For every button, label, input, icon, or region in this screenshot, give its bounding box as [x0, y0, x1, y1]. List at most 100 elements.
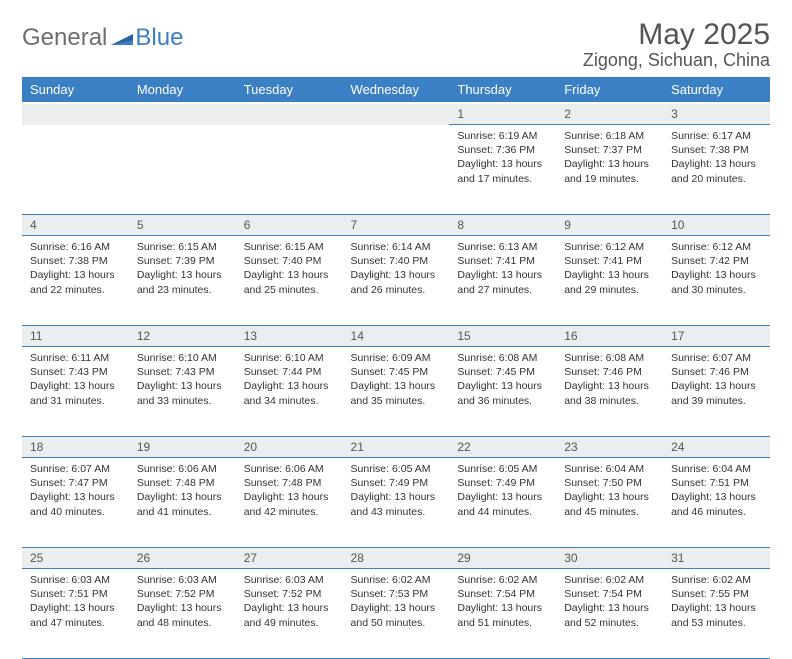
day-number-cell: 24	[663, 437, 770, 458]
day-number: 1	[449, 104, 556, 124]
day-number-cell: 5	[129, 215, 236, 236]
day-number: 27	[236, 548, 343, 568]
day-number-row: 45678910	[22, 215, 770, 236]
flag-icon	[111, 29, 133, 50]
day-number-cell: 6	[236, 215, 343, 236]
empty-cell	[343, 103, 450, 125]
day-data-cell: Sunrise: 6:04 AMSunset: 7:50 PMDaylight:…	[556, 458, 663, 548]
day-number: 24	[663, 437, 770, 457]
day-number: 25	[22, 548, 129, 568]
day-number: 21	[343, 437, 450, 457]
day-number-cell: 9	[556, 215, 663, 236]
day-number: 20	[236, 437, 343, 457]
day-number: 2	[556, 104, 663, 124]
empty-cell	[236, 103, 343, 125]
empty-cell	[22, 125, 129, 215]
day-number-cell: 4	[22, 215, 129, 236]
day-data-cell: Sunrise: 6:16 AMSunset: 7:38 PMDaylight:…	[22, 236, 129, 326]
day-details: Sunrise: 6:17 AMSunset: 7:38 PMDaylight:…	[663, 125, 770, 194]
day-number-cell: 10	[663, 215, 770, 236]
header: General Blue May 2025 Zigong, Sichuan, C…	[22, 18, 770, 71]
day-data-cell: Sunrise: 6:03 AMSunset: 7:52 PMDaylight:…	[236, 569, 343, 659]
day-number: 9	[556, 215, 663, 235]
day-number-row: 11121314151617	[22, 326, 770, 347]
day-number: 13	[236, 326, 343, 346]
day-details: Sunrise: 6:12 AMSunset: 7:42 PMDaylight:…	[663, 236, 770, 305]
day-number: 26	[129, 548, 236, 568]
day-number-cell: 3	[663, 103, 770, 125]
empty-cell	[236, 125, 343, 215]
day-data-row: Sunrise: 6:19 AMSunset: 7:36 PMDaylight:…	[22, 125, 770, 215]
day-number: 22	[449, 437, 556, 457]
day-data-cell: Sunrise: 6:08 AMSunset: 7:45 PMDaylight:…	[449, 347, 556, 437]
day-details: Sunrise: 6:15 AMSunset: 7:40 PMDaylight:…	[236, 236, 343, 305]
weekday-header: Tuesday	[236, 77, 343, 103]
day-details: Sunrise: 6:07 AMSunset: 7:46 PMDaylight:…	[663, 347, 770, 416]
day-data-cell: Sunrise: 6:19 AMSunset: 7:36 PMDaylight:…	[449, 125, 556, 215]
day-number-row: 123	[22, 103, 770, 125]
weekday-header: Wednesday	[343, 77, 450, 103]
day-number-cell: 11	[22, 326, 129, 347]
day-details: Sunrise: 6:15 AMSunset: 7:39 PMDaylight:…	[129, 236, 236, 305]
day-number: 8	[449, 215, 556, 235]
day-data-cell: Sunrise: 6:09 AMSunset: 7:45 PMDaylight:…	[343, 347, 450, 437]
day-number-cell: 22	[449, 437, 556, 458]
day-data-cell: Sunrise: 6:02 AMSunset: 7:53 PMDaylight:…	[343, 569, 450, 659]
location: Zigong, Sichuan, China	[583, 50, 770, 71]
day-number-cell: 13	[236, 326, 343, 347]
day-data-cell: Sunrise: 6:06 AMSunset: 7:48 PMDaylight:…	[236, 458, 343, 548]
day-number: 14	[343, 326, 450, 346]
day-number-cell: 14	[343, 326, 450, 347]
day-data-cell: Sunrise: 6:07 AMSunset: 7:47 PMDaylight:…	[22, 458, 129, 548]
day-data-cell: Sunrise: 6:14 AMSunset: 7:40 PMDaylight:…	[343, 236, 450, 326]
title-block: May 2025 Zigong, Sichuan, China	[583, 18, 770, 71]
day-number: 23	[556, 437, 663, 457]
day-details: Sunrise: 6:02 AMSunset: 7:54 PMDaylight:…	[449, 569, 556, 638]
day-details: Sunrise: 6:04 AMSunset: 7:50 PMDaylight:…	[556, 458, 663, 527]
day-data-cell: Sunrise: 6:06 AMSunset: 7:48 PMDaylight:…	[129, 458, 236, 548]
day-data-cell: Sunrise: 6:07 AMSunset: 7:46 PMDaylight:…	[663, 347, 770, 437]
month-title: May 2025	[583, 18, 770, 52]
day-data-cell: Sunrise: 6:02 AMSunset: 7:54 PMDaylight:…	[556, 569, 663, 659]
empty-cell	[22, 103, 129, 125]
day-data-cell: Sunrise: 6:12 AMSunset: 7:42 PMDaylight:…	[663, 236, 770, 326]
logo-text-blue: Blue	[135, 24, 183, 52]
day-number: 7	[343, 215, 450, 235]
day-number: 15	[449, 326, 556, 346]
day-data-cell: Sunrise: 6:11 AMSunset: 7:43 PMDaylight:…	[22, 347, 129, 437]
day-data-cell: Sunrise: 6:13 AMSunset: 7:41 PMDaylight:…	[449, 236, 556, 326]
day-number: 4	[22, 215, 129, 235]
day-details: Sunrise: 6:02 AMSunset: 7:54 PMDaylight:…	[556, 569, 663, 638]
day-details: Sunrise: 6:10 AMSunset: 7:43 PMDaylight:…	[129, 347, 236, 416]
day-number: 5	[129, 215, 236, 235]
day-number-cell: 20	[236, 437, 343, 458]
day-number-cell: 15	[449, 326, 556, 347]
day-number: 11	[22, 326, 129, 346]
day-details: Sunrise: 6:04 AMSunset: 7:51 PMDaylight:…	[663, 458, 770, 527]
day-number-row: 18192021222324	[22, 437, 770, 458]
empty-cell	[129, 125, 236, 215]
day-details: Sunrise: 6:08 AMSunset: 7:46 PMDaylight:…	[556, 347, 663, 416]
day-details: Sunrise: 6:18 AMSunset: 7:37 PMDaylight:…	[556, 125, 663, 194]
day-details: Sunrise: 6:02 AMSunset: 7:55 PMDaylight:…	[663, 569, 770, 638]
day-data-cell: Sunrise: 6:17 AMSunset: 7:38 PMDaylight:…	[663, 125, 770, 215]
day-number-cell: 31	[663, 548, 770, 569]
day-number-cell: 27	[236, 548, 343, 569]
day-details: Sunrise: 6:10 AMSunset: 7:44 PMDaylight:…	[236, 347, 343, 416]
day-data-cell: Sunrise: 6:03 AMSunset: 7:52 PMDaylight:…	[129, 569, 236, 659]
day-number-cell: 23	[556, 437, 663, 458]
day-number: 12	[129, 326, 236, 346]
day-data-cell: Sunrise: 6:15 AMSunset: 7:39 PMDaylight:…	[129, 236, 236, 326]
day-data-cell: Sunrise: 6:05 AMSunset: 7:49 PMDaylight:…	[343, 458, 450, 548]
day-data-row: Sunrise: 6:03 AMSunset: 7:51 PMDaylight:…	[22, 569, 770, 659]
day-number: 28	[343, 548, 450, 568]
day-number: 16	[556, 326, 663, 346]
day-data-cell: Sunrise: 6:12 AMSunset: 7:41 PMDaylight:…	[556, 236, 663, 326]
day-details: Sunrise: 6:06 AMSunset: 7:48 PMDaylight:…	[236, 458, 343, 527]
day-number-cell: 17	[663, 326, 770, 347]
day-number-cell: 19	[129, 437, 236, 458]
day-data-cell: Sunrise: 6:08 AMSunset: 7:46 PMDaylight:…	[556, 347, 663, 437]
day-data-cell: Sunrise: 6:02 AMSunset: 7:54 PMDaylight:…	[449, 569, 556, 659]
day-number-cell: 18	[22, 437, 129, 458]
day-details: Sunrise: 6:19 AMSunset: 7:36 PMDaylight:…	[449, 125, 556, 194]
